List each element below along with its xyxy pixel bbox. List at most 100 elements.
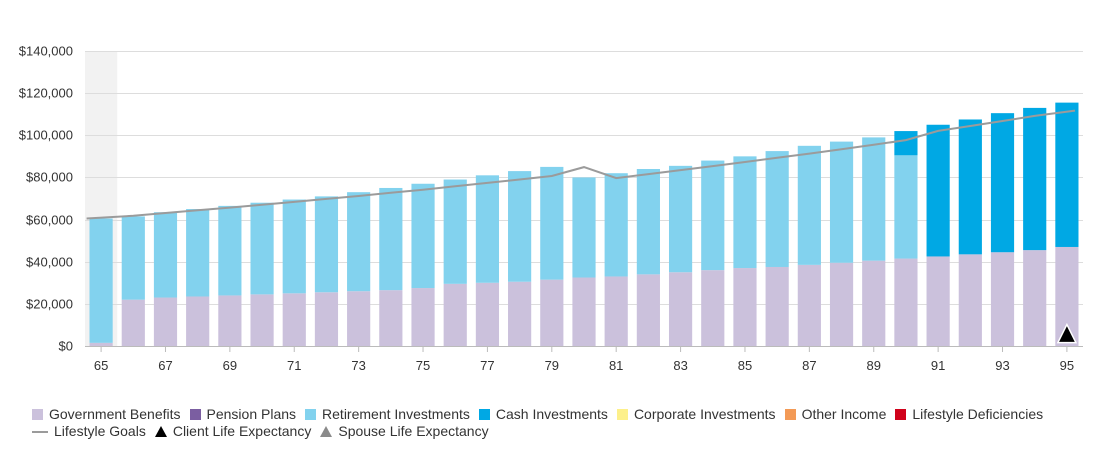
bar-segment-retirement-investments [411,183,435,289]
legend-line-swatch [32,430,48,433]
legend-item: Cash Investments [478,406,608,423]
legend-label: Client Life Expectancy [172,423,312,439]
bar-segment-government-benefits [1055,246,1079,346]
stacked-bars [89,102,1079,346]
legend-swatch [305,409,317,420]
y-tick-label: $20,000 [26,297,73,312]
legend-swatch [32,409,43,420]
legend-swatch [616,409,628,420]
legend-label: Cash Investments [495,406,608,422]
x-axis-ticks: 65 67 69 71 73 75 77 79 81 83 85 87 89 91 93 95 [94,358,1074,373]
y-tick-label: $40,000 [26,255,73,270]
bar-segment-government-benefits [862,260,886,346]
x-tick-label: 65 [94,358,108,373]
legend-label: Corporate Investments [633,406,776,422]
y-tick-label: $120,000 [19,86,73,101]
bar-segment-government-benefits [218,295,242,346]
bar-segment-retirement-investments [282,199,306,294]
bar-segment-retirement-investments [186,209,210,297]
legend-label: Lifestyle Deficiencies [912,406,1044,422]
legend-label: Pension Plans [206,406,297,422]
bar-segment-government-benefits [186,296,210,346]
bar-segment-retirement-investments [379,187,403,291]
legend-item: Lifestyle Deficiencies [895,406,1043,423]
bar-segment-government-benefits [829,262,854,346]
x-tick-label: 79 [545,358,559,373]
bar-segment-retirement-investments [347,192,371,292]
x-tick-label: 73 [351,358,365,373]
bar-segment-retirement-investments [314,196,339,293]
bar-segment-retirement-investments [894,155,918,259]
legend-item: Pension Plans [189,406,297,423]
legend-item: Spouse Life Expectancy [320,423,489,440]
x-tick-label: 91 [931,358,945,373]
legend-row: Lifestyle Goals Client Life Expectancy Spo… [32,423,1082,440]
bar-segment-cash-investments [1023,107,1047,251]
legend-label: Government Benefits [49,406,181,422]
bar-segment-retirement-investments [508,171,532,282]
triangle-icon [320,426,333,437]
y-tick-label: $140,000 [19,44,73,59]
bar-segment-government-benefits [443,283,467,346]
bar-segment-government-benefits [668,272,693,346]
bar-segment-government-benefits [475,282,500,346]
y-axis-ticks: $0 $20,000 $40,000 $60,000 $80,000 $100,000 $1… [19,44,73,354]
bar-segment-retirement-investments [701,160,725,271]
legend-item: Client Life Expectancy [154,423,312,440]
bar-segment-retirement-investments [218,205,242,296]
x-tick-label: 71 [287,358,301,373]
x-tick-label: 83 [673,358,687,373]
bar-segment-retirement-investments [89,218,113,343]
legend-swatch [478,409,490,420]
bar-segment-government-benefits [411,288,435,346]
bar-segment-retirement-investments [572,177,596,278]
x-tick-label: 95 [1060,358,1074,373]
chart-legend: Government Benefits Pension Plans Retireme… [32,406,1082,440]
bar-segment-government-benefits [765,266,789,346]
bar-segment-cash-investments [990,113,1015,253]
x-tick-label: 87 [802,358,816,373]
legend-row: Government Benefits Pension Plans Retireme… [32,406,1082,423]
x-tick-label: 85 [738,358,752,373]
bar-segment-retirement-investments [250,202,274,295]
bar-segment-retirement-investments [668,165,693,273]
bar-segment-retirement-investments [540,166,564,280]
legend-swatch [189,409,201,420]
bar-segment-government-benefits [958,254,982,346]
bar-segment-retirement-investments [604,173,628,277]
legend-label: Other Income [801,406,887,422]
bar-segment-retirement-investments [765,151,789,267]
y-tick-label: $0 [59,339,73,354]
bar-segment-retirement-investments [121,216,145,300]
bar-segment-government-benefits [379,290,403,346]
legend-label: Lifestyle Goals [54,423,146,439]
legend-item: Retirement Investments [305,406,470,423]
bar-segment-government-benefits [636,274,660,346]
x-tick-label: 81 [609,358,623,373]
client-life-expectancy-marker [1056,322,1078,344]
bar-segment-retirement-investments [153,212,178,298]
bar-segment-retirement-investments [797,145,821,265]
legend-item: Other Income [784,406,887,423]
bar-segment-retirement-investments [829,141,854,263]
triangle-icon [154,426,167,437]
x-tick-label: 67 [158,358,172,373]
bar-segment-government-benefits [89,342,113,346]
y-tick-label: $100,000 [19,128,73,143]
bar-segment-government-benefits [508,281,532,346]
y-tick-label: $80,000 [26,170,73,185]
bar-segment-retirement-investments [443,179,467,284]
legend-item: Lifestyle Goals [32,423,146,440]
legend-swatch [784,409,796,420]
y-tick-label: $60,000 [26,213,73,228]
bar-segment-government-benefits [1023,250,1047,346]
x-tick-label: 75 [416,358,430,373]
legend-item: Government Benefits [32,406,181,423]
x-tick-label: 77 [480,358,494,373]
bar-segment-government-benefits [926,256,950,346]
x-axis [85,346,1083,352]
legend-label: Retirement Investments [322,406,470,422]
x-tick-label: 69 [223,358,237,373]
lifestyle-goals-line [86,109,1076,220]
bar-segment-government-benefits [990,252,1015,346]
